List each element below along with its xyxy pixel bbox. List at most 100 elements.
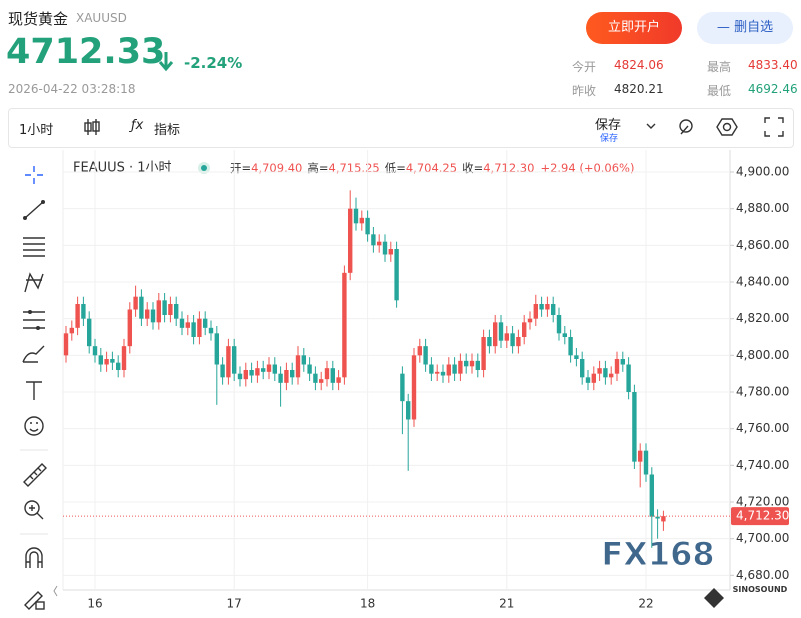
- candle-body: [348, 208, 353, 273]
- candle-body: [661, 516, 666, 522]
- candle-body: [626, 364, 631, 392]
- ruler-tool[interactable]: [23, 463, 47, 487]
- candle-type-icon[interactable]: [82, 117, 102, 137]
- candle-body: [63, 333, 69, 356]
- stat-label: 昨收: [572, 84, 597, 98]
- zoom-tool[interactable]: [24, 500, 44, 520]
- open-account-button[interactable]: 立即开户: [586, 12, 682, 44]
- candle-body: [556, 315, 562, 334]
- candle-body: [551, 304, 556, 315]
- candle-body: [458, 360, 463, 374]
- stat-label: 最低: [707, 84, 732, 98]
- emoji-tool[interactable]: [24, 416, 44, 436]
- candle-body: [87, 318, 92, 347]
- candle-body: [284, 370, 289, 383]
- last-price: 4712.33: [6, 32, 166, 72]
- down-arrow: [158, 52, 174, 72]
- save-button[interactable]: 保存: [595, 118, 622, 133]
- candle-body: [435, 371, 440, 374]
- candle-body: [162, 300, 167, 315]
- candle-body: [614, 359, 620, 374]
- price-change: -2.24%: [184, 54, 243, 72]
- candle-body: [307, 364, 312, 374]
- candle-body: [423, 346, 428, 365]
- legend-label: 低=: [385, 161, 406, 175]
- candle-body: [220, 364, 225, 378]
- line-tool[interactable]: [23, 200, 45, 220]
- candle-body: [481, 337, 486, 370]
- candle-body: [208, 327, 214, 334]
- candle-body: [116, 362, 121, 370]
- y-tick-label: 4,840.00: [736, 275, 789, 289]
- candle-body: [632, 392, 637, 462]
- candle-body: [603, 368, 608, 378]
- lock-draw-tool[interactable]: [24, 591, 45, 610]
- stat-label: 最高: [707, 60, 732, 74]
- y-tick-label: 4,860.00: [736, 238, 789, 252]
- candle-body: [516, 337, 521, 347]
- candle-body: [533, 304, 538, 319]
- save-sub: 保存: [600, 134, 619, 144]
- alert-icon[interactable]: [677, 116, 699, 138]
- measure-tool[interactable]: [23, 310, 45, 330]
- candle-body: [290, 370, 295, 378]
- candle-body: [655, 516, 660, 519]
- y-tick-label: 4,760.00: [736, 421, 789, 435]
- fx-icon: ƒx: [131, 118, 144, 133]
- text-tool[interactable]: [26, 381, 42, 400]
- fullscreen-icon[interactable]: [763, 116, 785, 138]
- settings-icon[interactable]: [716, 116, 738, 138]
- candle-body: [156, 300, 161, 323]
- crosshair-tool[interactable]: [25, 166, 43, 184]
- indicators-button[interactable]: 指标: [154, 123, 181, 138]
- fib-tool[interactable]: [23, 237, 45, 257]
- candle-body: [121, 346, 127, 370]
- stat-value: 4692.46: [748, 82, 798, 96]
- candle-body: [145, 309, 150, 319]
- chart-toolbar: [8, 108, 794, 148]
- instrument-title: 现货黄金: [8, 10, 69, 28]
- candle-body: [81, 304, 86, 319]
- legend-ohlc: 开=4,709.40 高=4,715.25 低=4,704.25 收=4,712.30…: [230, 161, 634, 175]
- candle-body: [255, 368, 260, 376]
- brush-tool[interactable]: [22, 345, 45, 363]
- x-tick-label: 16: [87, 597, 102, 611]
- candle-body: [324, 368, 330, 380]
- pattern-tool[interactable]: [24, 272, 44, 293]
- watermark: FX168: [601, 535, 714, 573]
- y-tick-label: 4,720.00: [736, 495, 789, 509]
- candle-body: [394, 249, 399, 301]
- remove-watchlist-button[interactable]: — 删自选: [697, 12, 793, 44]
- candle-body: [75, 304, 80, 328]
- candle-body: [580, 359, 585, 378]
- drawing-tools: [20, 166, 48, 610]
- candle-body: [110, 359, 115, 363]
- x-tick-label: 21: [499, 597, 514, 611]
- candle-body: [278, 373, 283, 383]
- legend-label: 开=: [230, 161, 251, 175]
- save-menu-icon[interactable]: [644, 120, 658, 132]
- stat-value: 4820.21: [614, 82, 664, 96]
- candle-body: [591, 373, 596, 383]
- candle-body: [545, 304, 550, 310]
- candle-body: [585, 377, 591, 383]
- y-tick-label: 4,680.00: [736, 568, 789, 582]
- candle-body: [411, 355, 417, 420]
- legend-value: 4,709.40: [251, 161, 302, 175]
- candle-body: [104, 359, 109, 365]
- candle-body: [214, 333, 219, 365]
- candle-body: [446, 364, 451, 376]
- candle-body: [400, 373, 405, 402]
- candle-body: [319, 379, 324, 383]
- scroll-left[interactable]: [53, 585, 58, 597]
- candle-body: [249, 370, 254, 376]
- interval-button[interactable]: 1小时: [19, 123, 54, 138]
- remove-watchlist-label: 删自选: [734, 20, 774, 35]
- candle-body: [620, 359, 625, 365]
- legend-change: +2.94 (+0.06%): [540, 161, 634, 175]
- candle-body: [295, 355, 301, 378]
- candle-body: [609, 373, 614, 378]
- candle-body: [406, 401, 411, 420]
- candle-body: [98, 355, 103, 365]
- magnet-tool[interactable]: [25, 547, 43, 568]
